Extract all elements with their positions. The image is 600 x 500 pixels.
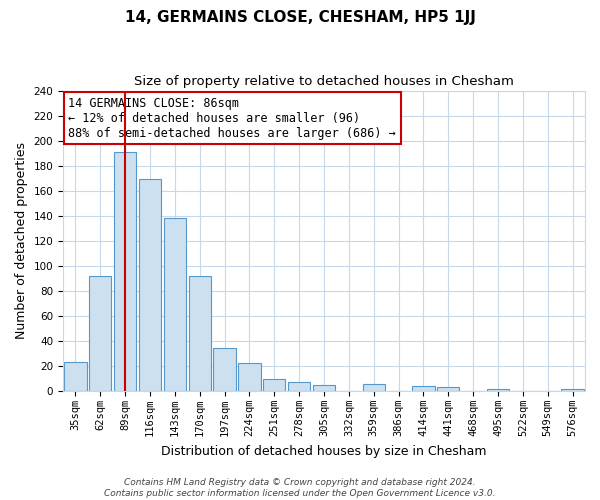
Bar xyxy=(362,384,385,391)
Bar xyxy=(313,385,335,391)
Bar xyxy=(139,180,161,391)
Bar xyxy=(164,218,186,391)
Bar xyxy=(188,276,211,391)
Text: Contains HM Land Registry data © Crown copyright and database right 2024.
Contai: Contains HM Land Registry data © Crown c… xyxy=(104,478,496,498)
Text: 14, GERMAINS CLOSE, CHESHAM, HP5 1JJ: 14, GERMAINS CLOSE, CHESHAM, HP5 1JJ xyxy=(125,10,475,25)
X-axis label: Distribution of detached houses by size in Chesham: Distribution of detached houses by size … xyxy=(161,444,487,458)
Y-axis label: Number of detached properties: Number of detached properties xyxy=(15,142,28,340)
Title: Size of property relative to detached houses in Chesham: Size of property relative to detached ho… xyxy=(134,75,514,88)
Bar xyxy=(437,388,460,391)
Bar xyxy=(238,364,260,391)
Bar xyxy=(114,152,136,391)
Bar xyxy=(412,386,434,391)
Bar xyxy=(263,378,286,391)
Bar xyxy=(288,382,310,391)
Bar xyxy=(64,362,86,391)
Bar xyxy=(89,276,112,391)
Bar xyxy=(214,348,236,391)
Bar xyxy=(562,388,584,391)
Text: 14 GERMAINS CLOSE: 86sqm
← 12% of detached houses are smaller (96)
88% of semi-d: 14 GERMAINS CLOSE: 86sqm ← 12% of detach… xyxy=(68,96,396,140)
Bar xyxy=(487,388,509,391)
